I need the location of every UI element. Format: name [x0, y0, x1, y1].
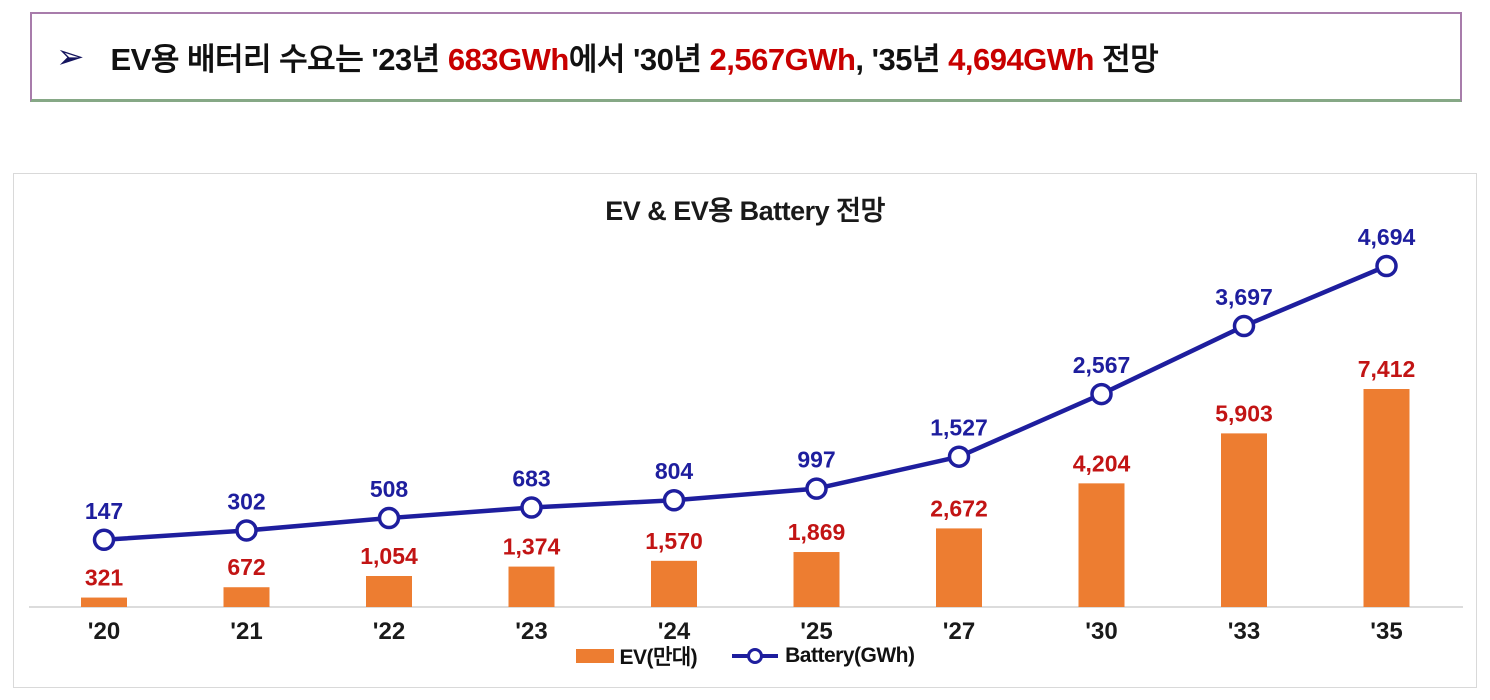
- x-tick-label: '33: [1228, 618, 1260, 644]
- bar-value-label: 1,374: [503, 534, 561, 560]
- legend-label-ev: EV(만대): [619, 646, 698, 669]
- legend-marker: [747, 648, 764, 664]
- x-tick-label: '30: [1085, 618, 1117, 644]
- x-tick-label: '21: [230, 618, 262, 644]
- headline-text: EV용 배터리 수요는 '23년 683GWh에서 '30년 2,567GWh,…: [110, 42, 1159, 77]
- legend-label-battery: Battery(GWh): [785, 644, 915, 667]
- bar-value-label: 1,570: [645, 528, 703, 554]
- x-tick-label: '27: [943, 618, 975, 644]
- x-tick-label: '23: [515, 618, 547, 644]
- bar-value-label: 2,672: [930, 495, 988, 521]
- bar: [1221, 433, 1267, 607]
- line-marker: [235, 519, 258, 542]
- line-marker: [662, 488, 686, 512]
- line-value-label: 997: [797, 447, 835, 473]
- x-tick-label: '25: [800, 618, 832, 644]
- legend-item-ev: EV(만대): [575, 641, 698, 671]
- line-value-label: 4,694: [1358, 224, 1416, 250]
- x-tick-label: '22: [373, 618, 405, 644]
- bar: [793, 552, 840, 607]
- bar-value-label: 1,054: [360, 543, 418, 569]
- bar: [936, 528, 982, 607]
- bar: [651, 560, 697, 607]
- bar: [508, 566, 555, 607]
- line-marker: [520, 496, 543, 519]
- x-tick-label: '35: [1370, 618, 1402, 644]
- chart-panel: EV & EV용 Battery 전망 321 672 1,054 1,374 1,57…: [13, 173, 1477, 688]
- legend-item-battery: Battery(GWh): [731, 644, 915, 668]
- headline-box: ➢ EV용 배터리 수요는 '23년 683GWh에서 '30년 2,567GW…: [30, 12, 1462, 102]
- line-marker: [1090, 382, 1113, 406]
- line-value-label: 508: [370, 476, 409, 502]
- bar-value-label: 1,869: [788, 519, 846, 545]
- bar-value-label: 4,204: [1073, 450, 1131, 476]
- line-value-label: 683: [512, 466, 550, 492]
- ev-bar-swatch-icon: [575, 649, 614, 663]
- bar: [1078, 483, 1125, 607]
- battery-line: [101, 263, 1389, 543]
- line-marker: [1232, 314, 1256, 338]
- line-marker: [1375, 254, 1398, 278]
- bar: [81, 597, 127, 607]
- battery-line-swatch-icon: [732, 648, 779, 664]
- line-value-label: 302: [227, 488, 265, 514]
- line-value-label: 804: [655, 458, 694, 484]
- line-value-label: 147: [85, 498, 123, 524]
- chart-title: EV & EV용 Battery 전망: [605, 196, 885, 226]
- bar: [223, 587, 270, 607]
- x-tick-label: '24: [658, 618, 691, 644]
- line-marker: [947, 445, 971, 468]
- bar: [1363, 389, 1410, 607]
- bar-value-label: 672: [227, 554, 265, 580]
- line-marker: [805, 477, 828, 500]
- arrow-bullet-icon: ➢: [56, 37, 85, 76]
- x-tick-label: '20: [88, 618, 120, 644]
- bar: [366, 576, 412, 607]
- combo-chart: 321 672 1,054 1,374 1,570 1,869 2,672 4,204 5,90…: [29, 224, 1463, 644]
- bar-value-label: 5,903: [1215, 400, 1273, 426]
- chart-legend: EV(만대) Battery(GWh): [14, 641, 1476, 671]
- line-marker: [92, 528, 116, 552]
- line-value-label: 2,567: [1073, 352, 1131, 378]
- line-value-label: 1,527: [930, 415, 988, 441]
- line-value-label: 3,697: [1215, 284, 1273, 310]
- line-marker: [377, 506, 401, 530]
- bar-value-label: 321: [85, 565, 124, 591]
- bar-value-label: 7,412: [1358, 356, 1416, 382]
